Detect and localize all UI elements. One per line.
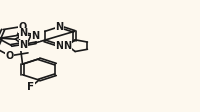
Text: N: N bbox=[55, 41, 64, 51]
Text: O: O bbox=[6, 51, 14, 61]
Text: F: F bbox=[27, 82, 35, 92]
Text: N: N bbox=[55, 22, 64, 32]
Text: N: N bbox=[19, 40, 27, 50]
Text: N: N bbox=[19, 28, 27, 38]
Text: N: N bbox=[31, 31, 40, 41]
Text: N: N bbox=[63, 41, 72, 51]
Text: O: O bbox=[18, 22, 27, 32]
